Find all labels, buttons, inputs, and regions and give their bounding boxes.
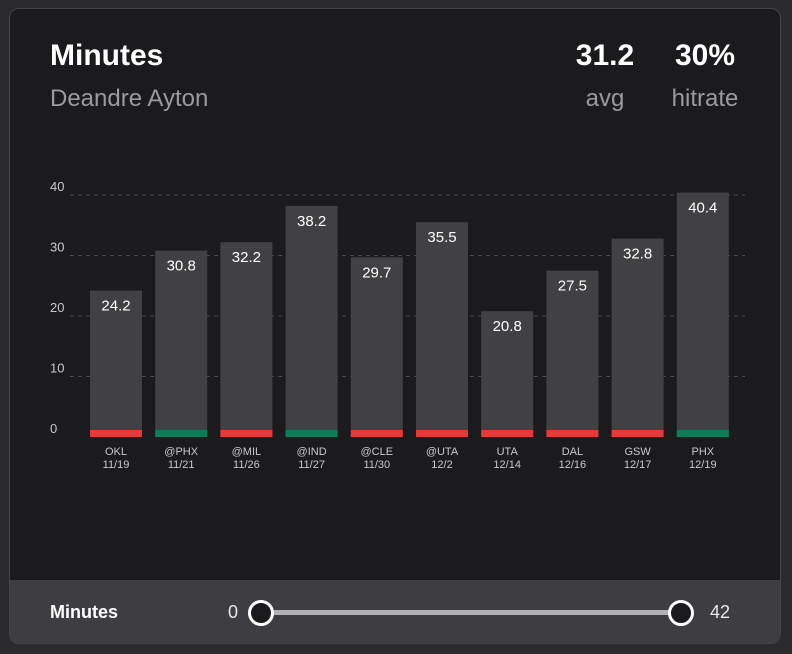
x-tick-date: 11/19 [103, 459, 130, 471]
stat-card: Minutes Deandre Ayton 31.2 avg 30% hitra… [9, 8, 781, 644]
bar [611, 238, 664, 437]
x-tick-team: PHX [691, 446, 714, 458]
bar-status-strip [155, 430, 208, 437]
x-tick-date: 11/26 [233, 459, 260, 471]
bar [481, 311, 534, 437]
x-tick-team: @MIL [232, 446, 262, 458]
bar-value-label: 38.2 [297, 213, 326, 230]
bar-status-strip [416, 430, 468, 437]
range-min-value: 0 [228, 602, 239, 622]
hitrate-stat: 30% hitrate [655, 39, 755, 113]
bar [546, 270, 599, 437]
bar-value-label: 35.5 [427, 229, 456, 246]
bar [220, 242, 273, 437]
bar-status-strip [676, 430, 729, 437]
x-tick-team: @CLE [361, 446, 394, 458]
x-tick-date: 12/16 [559, 459, 587, 471]
bar-value-label: 30.8 [167, 258, 196, 275]
y-tick-label: 40 [50, 179, 64, 194]
x-tick-date: 12/19 [689, 459, 717, 471]
bar-status-strip [220, 430, 273, 437]
bar-value-label: 32.2 [232, 249, 261, 266]
range-slider-max-handle[interactable] [668, 600, 694, 626]
bar-status-strip [481, 430, 534, 437]
y-tick-label: 30 [50, 240, 64, 255]
x-tick-team: UTA [497, 446, 519, 458]
bar-status-strip [350, 430, 403, 437]
bar-value-label: 27.5 [558, 278, 587, 295]
bar [90, 290, 142, 437]
player-name: Deandre Ayton [50, 85, 209, 112]
bar-value-label: 24.2 [101, 298, 130, 315]
bar [285, 205, 338, 437]
x-tick-date: 11/30 [363, 459, 390, 471]
range-slider-track[interactable] [260, 610, 680, 615]
bar [155, 250, 208, 437]
bar-value-label: 20.8 [493, 318, 522, 335]
x-tick-team: OKL [105, 446, 127, 458]
avg-label: avg [585, 85, 625, 112]
bar-status-strip [611, 430, 664, 437]
y-tick-label: 20 [50, 300, 64, 315]
x-tick-date: 12/2 [431, 459, 452, 471]
bar [350, 257, 403, 437]
range-footer: Minutes 0 42 [10, 580, 780, 643]
bar-value-label: 32.8 [623, 246, 652, 263]
avg-stat: 31.2 avg [565, 39, 645, 113]
bar-status-strip [285, 430, 338, 437]
x-tick-team: @IND [297, 446, 327, 458]
bar [416, 222, 468, 437]
range-slider-min-handle[interactable] [248, 600, 274, 626]
bar-value-label: 40.4 [688, 200, 717, 217]
bar-status-strip [546, 430, 599, 437]
x-tick-date: 11/27 [298, 459, 325, 471]
x-tick-date: 11/21 [168, 459, 195, 471]
range-filter-label: Minutes [50, 602, 119, 622]
card-title: Minutes [50, 39, 164, 72]
bar-value-label: 29.7 [362, 264, 391, 281]
x-tick-date: 12/17 [624, 459, 652, 471]
bar-status-strip [90, 430, 142, 437]
avg-value: 31.2 [575, 39, 635, 72]
y-tick-label: 10 [50, 361, 64, 376]
hitrate-label: hitrate [671, 85, 739, 112]
x-tick-team: GSW [624, 446, 651, 458]
x-tick-team: @PHX [164, 446, 198, 458]
x-tick-team: @UTA [426, 446, 459, 458]
x-tick-date: 12/14 [493, 459, 521, 471]
bar [676, 192, 729, 437]
range-max-value: 42 [710, 602, 731, 622]
y-tick-label: 0 [50, 421, 57, 436]
hitrate-value: 30% [674, 39, 736, 72]
x-tick-team: DAL [562, 446, 583, 458]
